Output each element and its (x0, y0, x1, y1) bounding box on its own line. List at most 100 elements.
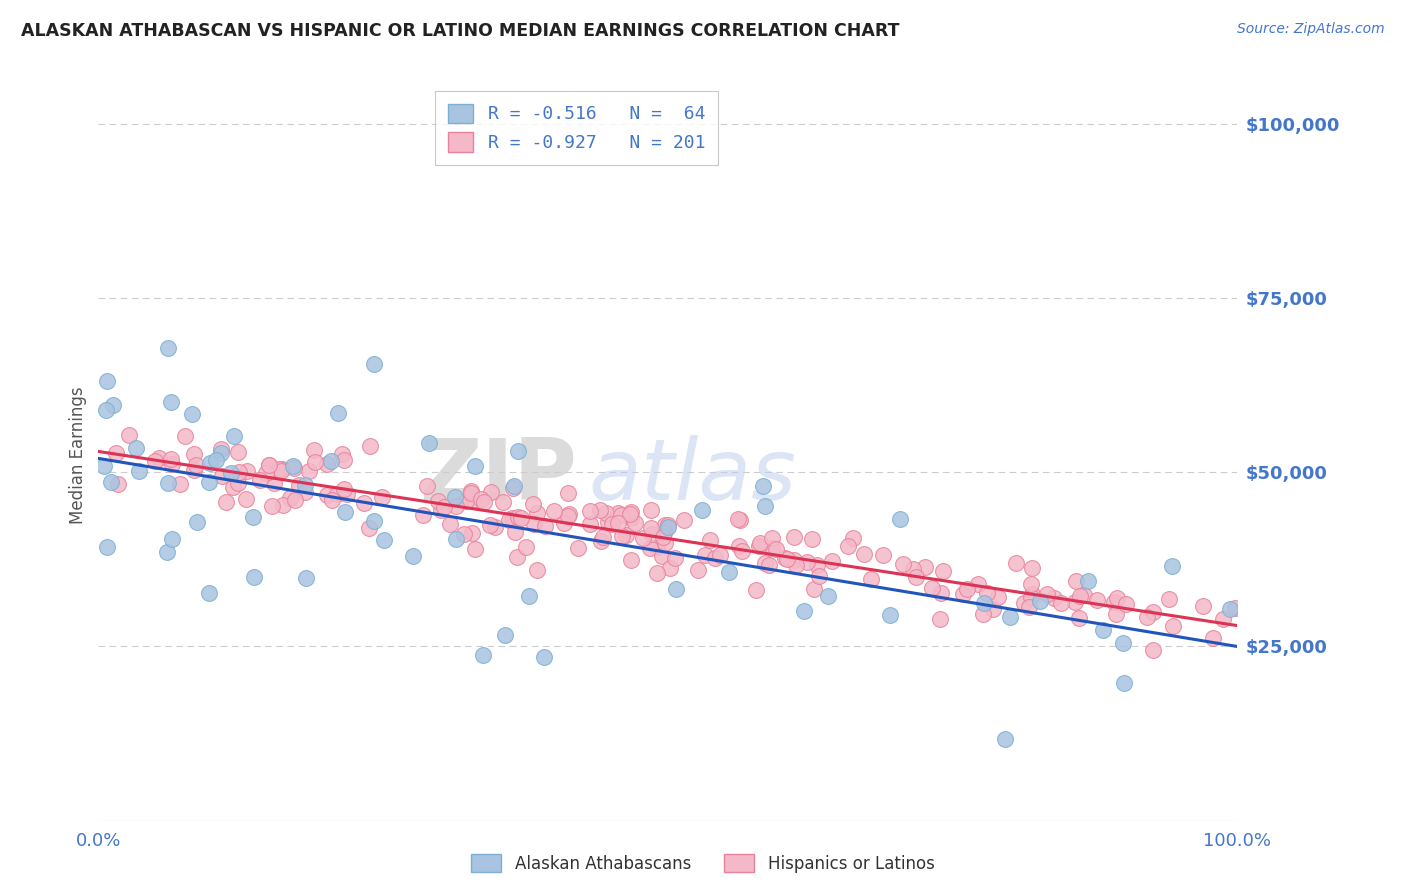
Point (955, 582, 977, 597)
Point (640, 521, 662, 535)
Point (695, 548, 717, 562)
Point (612, 529, 634, 543)
Point (1004, 556, 1026, 570)
Point (96, 403, 118, 417)
Point (652, 526, 675, 541)
Point (1085, 593, 1108, 607)
Point (901, 562, 924, 576)
Point (1021, 587, 1043, 601)
Point (316, 488, 339, 502)
Point (1142, 643, 1164, 657)
Point (288, 477, 311, 491)
Point (472, 648, 495, 662)
Point (515, 540, 537, 554)
Point (1019, 576, 1042, 591)
Point (174, 429, 197, 443)
Point (1014, 596, 1036, 610)
Point (821, 554, 844, 568)
Point (1021, 560, 1043, 574)
Point (1073, 588, 1095, 602)
Point (226, 444, 249, 458)
Point (363, 357, 385, 371)
Point (852, 547, 875, 561)
Point (100, 475, 122, 490)
Point (754, 499, 776, 513)
Point (243, 570, 266, 584)
Point (932, 565, 955, 579)
Point (891, 557, 914, 571)
Point (479, 485, 502, 500)
Point (558, 508, 581, 522)
Point (1225, 601, 1247, 615)
Point (1042, 591, 1064, 605)
Point (1105, 591, 1128, 605)
Point (501, 511, 523, 525)
Point (503, 525, 526, 540)
Point (717, 565, 740, 579)
Point (591, 534, 613, 549)
Point (727, 512, 749, 526)
Point (156, 341, 179, 355)
Point (506, 550, 529, 565)
Point (783, 553, 806, 567)
Point (219, 466, 242, 480)
Point (1029, 593, 1052, 607)
Point (808, 568, 831, 582)
Point (242, 510, 264, 524)
Point (103, 398, 125, 412)
Point (837, 539, 859, 553)
Point (606, 516, 628, 530)
Point (783, 530, 806, 544)
Point (353, 496, 375, 510)
Point (785, 558, 807, 572)
Point (267, 462, 290, 476)
Point (460, 485, 482, 500)
Point (1036, 587, 1059, 601)
Point (162, 457, 184, 471)
Point (749, 536, 772, 550)
Point (1160, 558, 1182, 573)
Point (498, 513, 520, 527)
Point (226, 475, 249, 490)
Point (330, 447, 353, 461)
Point (728, 513, 751, 527)
Text: atlas: atlas (588, 435, 796, 518)
Point (418, 436, 440, 450)
Point (169, 477, 191, 491)
Point (765, 541, 787, 556)
Point (371, 490, 394, 504)
Point (914, 560, 936, 574)
Point (333, 482, 356, 496)
Point (517, 590, 540, 604)
Point (747, 539, 769, 553)
Point (96, 374, 118, 388)
Point (523, 517, 546, 532)
Point (606, 507, 628, 521)
Point (183, 463, 205, 477)
Point (579, 503, 602, 517)
Point (412, 508, 434, 523)
Point (359, 439, 381, 453)
Point (429, 503, 451, 517)
Point (889, 512, 911, 526)
Point (929, 586, 952, 600)
Point (1115, 597, 1137, 611)
Point (686, 564, 709, 578)
Point (333, 453, 356, 467)
Point (600, 517, 623, 532)
Point (775, 550, 797, 565)
Point (160, 532, 183, 546)
Point (976, 585, 998, 599)
Point (271, 461, 294, 475)
Point (904, 569, 927, 583)
Point (522, 497, 544, 511)
Point (1135, 610, 1157, 624)
Point (579, 517, 602, 532)
Point (690, 503, 713, 517)
Point (249, 474, 271, 488)
Point (859, 572, 882, 586)
Point (96, 540, 118, 554)
Point (1161, 619, 1184, 633)
Point (184, 458, 207, 472)
Point (651, 549, 673, 563)
